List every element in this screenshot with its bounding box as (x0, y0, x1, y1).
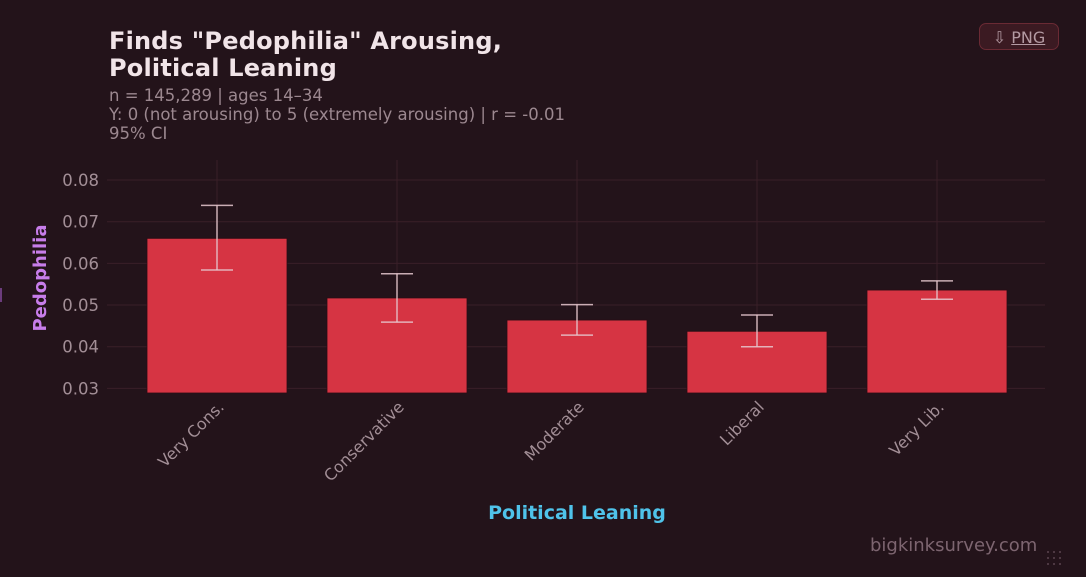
chart-title-line-2: Political Leaning (109, 54, 337, 82)
edge-handle (0, 288, 2, 302)
chart-title-line-1: Finds "Pedophilia" Arousing, (109, 27, 503, 55)
y-tick-label: 0.05 (62, 296, 99, 315)
x-tick-label: Very Lib. (885, 397, 947, 459)
y-axis-label: Pedophilia (30, 224, 51, 332)
y-tick-label: 0.04 (62, 338, 99, 357)
x-tick-label: Very Cons. (154, 397, 228, 471)
x-tick-label: Moderate (521, 397, 588, 464)
y-tick-label: 0.07 (62, 213, 99, 232)
y-tick-label: 0.03 (62, 379, 99, 398)
download-png-label: PNG (1011, 28, 1046, 47)
watermark: bigkinksurvey.com (870, 535, 1038, 556)
x-tick-label: Liberal (716, 397, 768, 449)
download-png-button[interactable]: ⇩ PNG (979, 23, 1059, 50)
x-axis-label: Political Leaning (488, 502, 666, 524)
y-tick-label: 0.08 (62, 171, 99, 190)
y-tick-label: 0.06 (62, 254, 99, 273)
subtitle-scale: Y: 0 (not arousing) to 5 (extremely arou… (109, 105, 565, 124)
subtitle-ci: 95% CI (109, 124, 168, 143)
chart-title: Finds "Pedophilia" Arousing, Political L… (109, 28, 502, 82)
error-bars (201, 204, 953, 348)
subtitle-sample: n = 145,289 | ages 14–34 (109, 86, 323, 105)
y-tick-labels: 0.03 0.04 0.05 0.06 0.07 0.08 (62, 171, 99, 398)
resize-grip-icon[interactable] (1043, 548, 1065, 568)
download-arrow-icon: ⇩ (992, 28, 1007, 47)
x-tick-labels: Very Cons. Conservative Moderate Liberal Ver… (154, 397, 948, 485)
bars (146, 237, 1008, 394)
x-tick-label: Conservative (320, 397, 408, 485)
bar (866, 289, 1008, 394)
